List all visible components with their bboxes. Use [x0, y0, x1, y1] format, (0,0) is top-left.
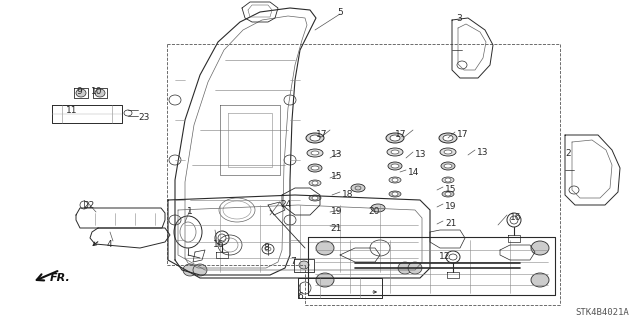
Ellipse shape: [371, 204, 385, 212]
Ellipse shape: [398, 262, 412, 274]
Ellipse shape: [307, 149, 323, 157]
Ellipse shape: [442, 191, 454, 197]
Text: 19: 19: [445, 202, 456, 211]
Ellipse shape: [306, 133, 324, 143]
Ellipse shape: [308, 164, 322, 172]
Ellipse shape: [386, 133, 404, 143]
Ellipse shape: [531, 273, 549, 287]
Ellipse shape: [445, 192, 451, 196]
Ellipse shape: [309, 180, 321, 186]
Text: 2: 2: [565, 149, 571, 158]
Text: 16: 16: [510, 213, 522, 222]
Text: 14: 14: [408, 168, 419, 177]
Text: STK4B4021A: STK4B4021A: [575, 308, 628, 317]
Ellipse shape: [389, 177, 401, 183]
Ellipse shape: [387, 148, 403, 156]
Text: 7: 7: [290, 257, 296, 266]
Ellipse shape: [311, 166, 319, 170]
Ellipse shape: [390, 135, 400, 141]
Ellipse shape: [531, 241, 549, 255]
Ellipse shape: [442, 177, 454, 183]
Text: 13: 13: [477, 148, 488, 157]
Text: 21: 21: [331, 224, 342, 233]
Text: 17: 17: [457, 130, 468, 139]
Text: 8: 8: [263, 243, 269, 252]
Ellipse shape: [312, 196, 318, 200]
Ellipse shape: [391, 150, 399, 154]
Ellipse shape: [440, 148, 456, 156]
Ellipse shape: [408, 262, 422, 274]
Ellipse shape: [316, 241, 334, 255]
Ellipse shape: [311, 151, 319, 155]
Ellipse shape: [439, 133, 457, 143]
Text: 10: 10: [92, 87, 103, 96]
Ellipse shape: [316, 273, 334, 287]
Ellipse shape: [445, 178, 451, 182]
Text: 12: 12: [439, 252, 451, 261]
Text: 19: 19: [330, 207, 342, 216]
Ellipse shape: [443, 135, 453, 141]
Text: 1: 1: [187, 207, 193, 216]
Ellipse shape: [389, 191, 401, 197]
Text: 6: 6: [297, 292, 303, 301]
Text: 24: 24: [280, 200, 291, 209]
Ellipse shape: [444, 164, 452, 168]
Text: 3: 3: [456, 14, 462, 23]
Ellipse shape: [299, 261, 309, 269]
Text: 4: 4: [106, 240, 112, 249]
Ellipse shape: [312, 181, 318, 185]
Ellipse shape: [183, 264, 197, 276]
Text: 16: 16: [213, 240, 225, 249]
Ellipse shape: [441, 162, 455, 170]
Ellipse shape: [95, 89, 105, 97]
Text: 13: 13: [415, 150, 426, 159]
Ellipse shape: [388, 162, 402, 170]
Text: 11: 11: [66, 106, 77, 115]
Text: 9: 9: [76, 87, 82, 96]
Ellipse shape: [76, 89, 86, 97]
Ellipse shape: [392, 178, 398, 182]
Text: 5: 5: [337, 8, 343, 17]
Ellipse shape: [392, 192, 398, 196]
Text: FR.: FR.: [50, 273, 71, 283]
Text: 17: 17: [395, 130, 406, 139]
Ellipse shape: [310, 135, 320, 141]
Text: 23: 23: [138, 113, 149, 122]
Ellipse shape: [309, 195, 321, 201]
Text: 15: 15: [330, 172, 342, 181]
Text: 18: 18: [342, 190, 353, 199]
Text: 15: 15: [445, 185, 456, 194]
Ellipse shape: [351, 184, 365, 192]
Ellipse shape: [391, 164, 399, 168]
Text: 13: 13: [330, 150, 342, 159]
Text: 21: 21: [445, 219, 456, 228]
Ellipse shape: [444, 150, 452, 154]
Text: 22: 22: [83, 201, 94, 210]
Ellipse shape: [193, 264, 207, 276]
Text: 20: 20: [368, 207, 380, 216]
Text: 17: 17: [316, 130, 327, 139]
